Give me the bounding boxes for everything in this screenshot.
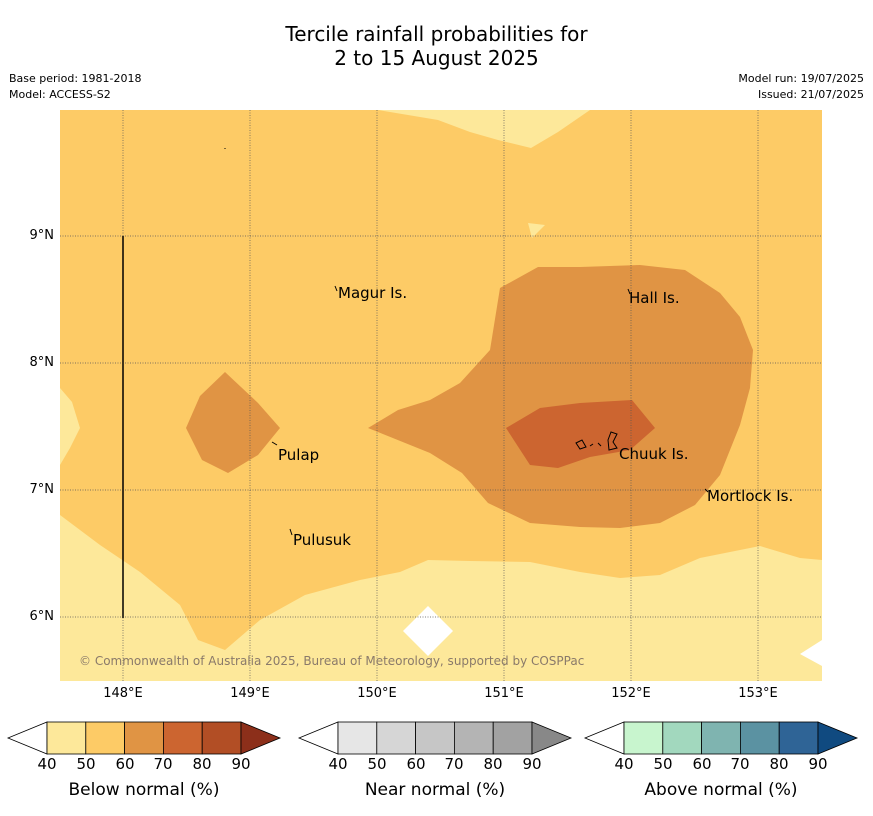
cbar-below-tick-40: 40 — [37, 755, 57, 773]
cbar-near-tick-60: 60 — [406, 755, 426, 773]
cbar-above-tick-40: 40 — [614, 755, 634, 773]
colorbar-below-normal — [6, 721, 282, 755]
place-label-pulap: Pulap — [278, 446, 319, 464]
meta-left: Base period: 1981-2018 Model: ACCESS-S2 — [9, 71, 141, 103]
colorbar-near-bin-70-80 — [453, 721, 494, 755]
cbar-above-tick-60: 60 — [692, 755, 712, 773]
cbar-below-tick-60: 60 — [115, 755, 135, 773]
region-below-80-chuuk — [506, 400, 655, 468]
colorbar-below-bin-60-70 — [124, 721, 164, 755]
map-title-line1: Tercile rainfall probabilities for — [285, 22, 588, 46]
place-label-mortlock: Mortlock Is. — [707, 487, 793, 505]
region-below-70-chuuk — [368, 265, 753, 528]
island-pulap — [271, 441, 278, 446]
cbar-near-tick-40: 40 — [328, 755, 348, 773]
no-data-patch-edge — [800, 640, 822, 666]
base-period: Base period: 1981-2018 — [9, 72, 142, 85]
cbar-below-tick-50: 50 — [76, 755, 96, 773]
lon-label-152e: 152°E — [611, 686, 651, 701]
colorbar-near-right-arrow — [531, 721, 573, 755]
lon-label-153e: 153°E — [738, 686, 778, 701]
cbar-above-tick-50: 50 — [653, 755, 673, 773]
copyright-notice: © Commonwealth of Australia 2025, Bureau… — [79, 654, 584, 668]
lat-label-8n: 8°N — [29, 355, 55, 370]
cbar-caption-above: Above normal (%) — [644, 780, 798, 800]
colorbar-below-bin-80-90 — [201, 721, 242, 755]
colorbar-above-bin-60-70 — [701, 721, 741, 755]
region-below-50-left — [60, 388, 80, 465]
colorbar-above-normal — [583, 721, 859, 755]
island-pulusuk — [289, 528, 293, 536]
meta-right: Model run: 19/07/2025 Issued: 21/07/2025 — [738, 71, 864, 103]
island-hall — [627, 288, 631, 295]
colorbar-above-bin-80-90 — [778, 721, 819, 755]
island-outlines — [224, 148, 709, 536]
colorbar-below-left-arrow — [6, 721, 48, 755]
lon-label-151e: 151°E — [484, 686, 524, 701]
cbar-near-tick-50: 50 — [367, 755, 387, 773]
cbar-caption-below: Below normal (%) — [68, 780, 220, 800]
lon-label-150e: 150°E — [357, 686, 397, 701]
colorbar-above-bin-50-60 — [662, 721, 703, 755]
probability-map: Magur Is. Hall Is. Pulap Chuuk Is. Mortl… — [60, 110, 822, 681]
place-label-hall: Hall Is. — [629, 289, 680, 307]
cbar-below-tick-70: 70 — [153, 755, 173, 773]
colorbar-below-bin-40-50 — [46, 721, 87, 755]
cbar-below-tick-80: 80 — [192, 755, 212, 773]
region-below-50-bottom — [60, 515, 822, 681]
lon-label-149e: 149°E — [230, 686, 270, 701]
place-label-magur: Magur Is. — [338, 284, 407, 302]
colorbar-above-bin-40-50 — [623, 721, 664, 755]
colorbar-above-bin-70-80 — [739, 721, 780, 755]
colorbar-below-right-arrow — [240, 721, 282, 755]
cbar-above-tick-90: 90 — [808, 755, 828, 773]
colorbar-below-bin-50-60 — [85, 721, 126, 755]
colorbar-near-bin-80-90 — [492, 721, 533, 755]
colorbar-above-left-arrow — [583, 721, 625, 755]
colorbar-above-right-arrow — [817, 721, 859, 755]
colorbar-below-bin-70-80 — [162, 721, 203, 755]
cbar-above-tick-70: 70 — [730, 755, 750, 773]
model-name: Model: ACCESS-S2 — [9, 88, 111, 101]
cbar-near-tick-70: 70 — [444, 755, 464, 773]
place-label-pulusuk: Pulusuk — [293, 531, 351, 549]
region-below-50-speck — [528, 223, 545, 238]
cbar-above-tick-80: 80 — [769, 755, 789, 773]
lat-label-7n: 7°N — [29, 482, 55, 497]
lat-label-9n: 9°N — [29, 228, 55, 243]
map-title: Tercile rainfall probabilities for 2 to … — [0, 22, 873, 70]
island-magur — [334, 285, 338, 292]
model-run: Model run: 19/07/2025 — [738, 72, 864, 85]
no-data-patch-diamond — [403, 606, 453, 656]
colorbar-near-bin-40-50 — [337, 721, 378, 755]
cbar-below-tick-90: 90 — [231, 755, 251, 773]
colorbar-near-left-arrow — [297, 721, 339, 755]
region-below-50-top — [378, 110, 590, 148]
lon-label-148e: 148°E — [103, 686, 143, 701]
island-mortlock — [704, 488, 709, 493]
cbar-near-tick-90: 90 — [522, 755, 542, 773]
colorbar-near-bin-50-60 — [376, 721, 417, 755]
cbar-caption-near: Near normal (%) — [364, 780, 506, 800]
colorbar-near-bin-60-70 — [415, 721, 455, 755]
island-chuuk-lagoon — [575, 431, 618, 451]
place-label-chuuk: Chuuk Is. — [619, 445, 688, 463]
colorbars — [6, 721, 859, 755]
lat-label-6n: 6°N — [29, 609, 55, 624]
issued-date: Issued: 21/07/2025 — [757, 88, 864, 101]
cbar-near-tick-80: 80 — [483, 755, 503, 773]
region-below-70-pulap — [186, 372, 280, 473]
colorbar-near-normal — [297, 721, 573, 755]
map-title-line2: 2 to 15 August 2025 — [334, 46, 539, 70]
